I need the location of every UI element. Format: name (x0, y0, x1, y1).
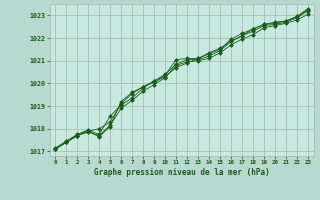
X-axis label: Graphe pression niveau de la mer (hPa): Graphe pression niveau de la mer (hPa) (94, 168, 269, 177)
